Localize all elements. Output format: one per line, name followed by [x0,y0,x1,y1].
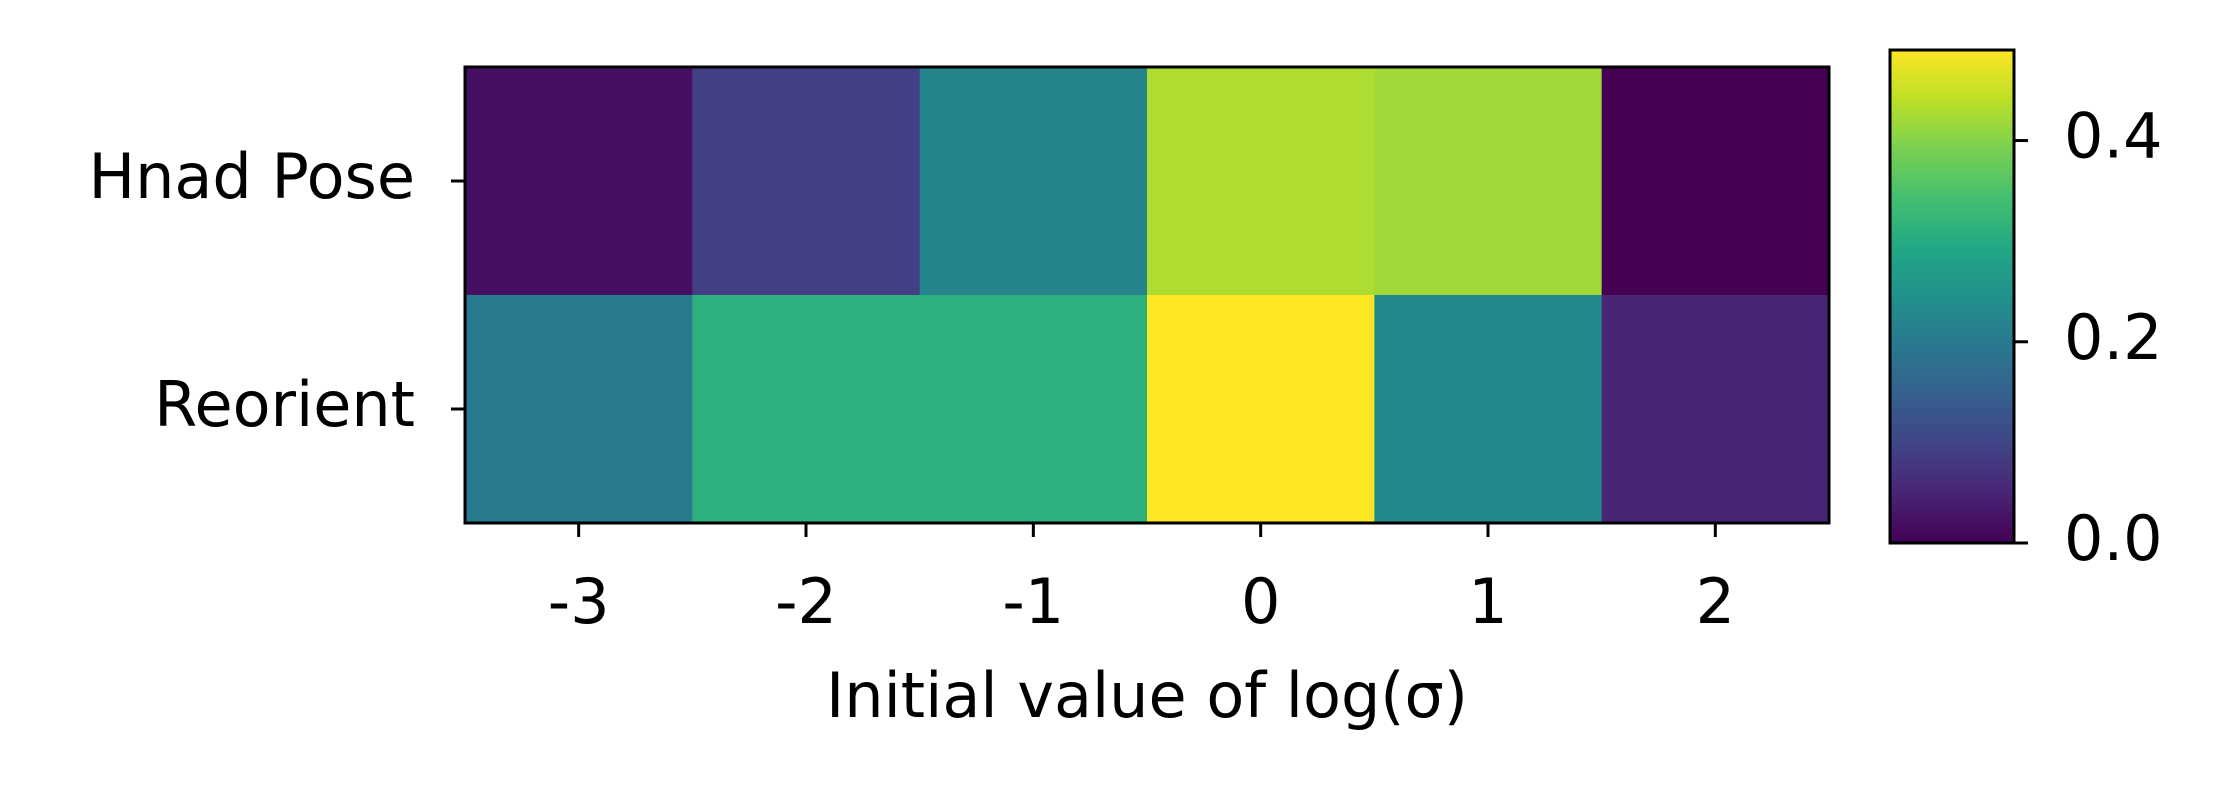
heatmap-cell [919,67,1148,296]
heatmap-cell [1601,67,1830,296]
x-tick-label: -3 [548,565,610,638]
x-tick-label: -1 [1002,565,1064,638]
x-tick-label: 2 [1696,565,1735,638]
heatmap-cell [465,67,693,296]
heatmap-cell [465,295,693,524]
x-tick-label: -2 [775,565,837,638]
heatmap-cell [1147,295,1375,524]
colorbar-tick-label: 0.0 [2064,502,2163,575]
heatmap-cell [692,67,921,296]
y-tick-label: Hnad Pose [88,140,415,213]
plot-frame [463,65,1831,525]
heatmap-cell [1147,67,1375,296]
heatmap-cell [1374,295,1603,524]
y-tick-label: Reorient [154,368,415,441]
colorbar [1888,48,2016,545]
colorbar-tick-label: 0.4 [2064,100,2163,173]
heatmap-cell [1374,67,1603,296]
colorbar-tick-label: 0.2 [2064,301,2163,374]
heatmap-cell [692,295,921,524]
heatmap-cell [919,295,1148,524]
heatmap-cell [1601,295,1830,524]
x-tick-label: 1 [1468,565,1507,638]
x-axis-label: Initial value of log(σ) [826,659,1468,732]
x-tick-label: 0 [1241,565,1280,638]
